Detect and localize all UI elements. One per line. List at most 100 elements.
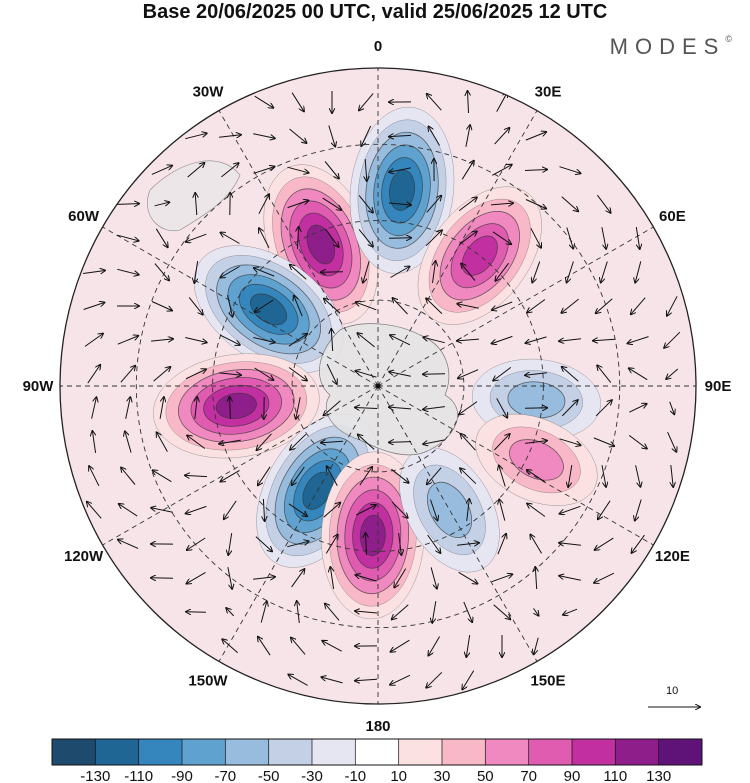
anomaly-contour xyxy=(306,224,336,265)
meridian-line xyxy=(377,110,538,387)
wind-arrow xyxy=(532,261,541,283)
longitude-label: 120W xyxy=(64,548,104,565)
wind-arrow xyxy=(186,505,207,513)
latitude-circle xyxy=(135,143,621,629)
wind-arrow xyxy=(629,404,646,413)
wind-arrow xyxy=(324,299,341,314)
wind-arrow xyxy=(671,465,673,487)
longitude-label: 30E xyxy=(535,84,562,101)
wind-arrow xyxy=(358,229,373,246)
wind-arrow xyxy=(559,576,581,581)
wind-arrow xyxy=(227,295,233,316)
wind-arrow xyxy=(222,639,239,654)
wind-arrow xyxy=(91,397,97,419)
wind-arrow xyxy=(430,499,438,521)
wind-arrow xyxy=(323,503,341,518)
wind-arrow xyxy=(667,296,678,315)
wind-arrow xyxy=(458,231,477,246)
anomaly-contour xyxy=(215,392,257,419)
wind-arrow xyxy=(151,166,172,175)
wind-arrow xyxy=(566,227,573,249)
wind-arrow xyxy=(499,466,506,487)
wind-arrow xyxy=(390,674,411,684)
wind-arrow xyxy=(254,268,275,277)
wind-arrow xyxy=(117,268,138,274)
wind-arrow xyxy=(496,398,508,417)
longitude-label: 150W xyxy=(188,672,228,689)
wind-arrow xyxy=(457,543,479,545)
wind-arrow xyxy=(253,133,275,139)
wind-arrow xyxy=(195,397,197,419)
wind-arrow xyxy=(527,299,546,313)
wind-arrow xyxy=(366,533,367,556)
wind-arrow xyxy=(461,434,476,451)
wind-arrow xyxy=(221,266,240,278)
wind-arrow xyxy=(219,135,241,138)
wind-arrow xyxy=(594,572,615,583)
meridian-line xyxy=(102,226,379,387)
wind-arrow xyxy=(493,604,511,620)
wind-arrow xyxy=(457,339,480,341)
wind-arrow xyxy=(458,369,479,379)
wind-arrow xyxy=(457,304,479,309)
longitude-labels: 0 30E 60E 90E 120E 150E 180 150W 120W 90W 60W 30W xyxy=(23,38,732,735)
wind-arrow xyxy=(321,441,344,442)
wind-arrow xyxy=(388,203,411,205)
wind-arrow xyxy=(389,167,411,172)
wind-arrow xyxy=(187,537,206,550)
colorbar-tick-label: -50 xyxy=(258,768,280,783)
colorbar-swatch xyxy=(658,739,703,765)
wind-arrow xyxy=(327,466,338,486)
wind-arrow xyxy=(559,166,581,174)
colorbar-tick-label: -10 xyxy=(344,768,366,783)
longitude-label: 60E xyxy=(659,208,686,225)
wind-arrow xyxy=(462,670,475,690)
wind-arrow xyxy=(499,499,506,521)
wind-arrow xyxy=(187,163,205,178)
wind-arrow xyxy=(559,438,581,445)
wind-arrow xyxy=(595,537,614,550)
wind-arrow xyxy=(325,228,339,247)
wind-arrow xyxy=(426,298,443,314)
wind-arrow xyxy=(463,601,472,622)
anomaly-center-1 xyxy=(349,106,455,274)
wind-arrow xyxy=(392,604,409,620)
anomaly-contour xyxy=(461,235,498,276)
wind-arrow xyxy=(628,434,647,448)
wind-arrow xyxy=(355,505,376,516)
wind-arrow xyxy=(358,435,375,450)
wind-arrow xyxy=(230,397,231,420)
wind-arrow xyxy=(433,261,436,283)
wind-arrow xyxy=(391,468,408,483)
wind-arrow xyxy=(289,128,307,143)
wind-arrow xyxy=(467,499,470,521)
north-pole-marker xyxy=(375,383,381,389)
wind-arrow xyxy=(664,331,681,348)
wind-arrow xyxy=(224,500,237,519)
wind-arrow xyxy=(530,535,543,554)
colorbar-swatch xyxy=(398,739,443,765)
colorbar-swatch xyxy=(442,739,486,765)
wind-arrow xyxy=(116,204,139,205)
colorbar-swatch xyxy=(355,739,399,765)
wind-arrow xyxy=(291,92,304,112)
wind-arrow xyxy=(221,163,238,178)
wind-arrow xyxy=(255,299,274,312)
wind-arrow xyxy=(428,636,441,656)
meridian-line xyxy=(377,385,654,546)
wind-arrow xyxy=(430,567,437,588)
wind-arrow xyxy=(228,533,233,555)
wind-arrow xyxy=(219,334,240,345)
wind-arrow xyxy=(497,534,506,555)
wind-arrow xyxy=(324,400,341,415)
wind-arrow xyxy=(355,408,378,409)
wind-arrow xyxy=(667,431,677,452)
wind-arrow xyxy=(491,574,513,583)
wind-arrow xyxy=(87,365,100,384)
wind-arrow xyxy=(330,567,335,589)
wind-arrow xyxy=(427,467,442,485)
wind-arrow xyxy=(635,499,642,521)
arctic-landmass xyxy=(319,323,458,456)
wind-arrow xyxy=(257,433,272,450)
